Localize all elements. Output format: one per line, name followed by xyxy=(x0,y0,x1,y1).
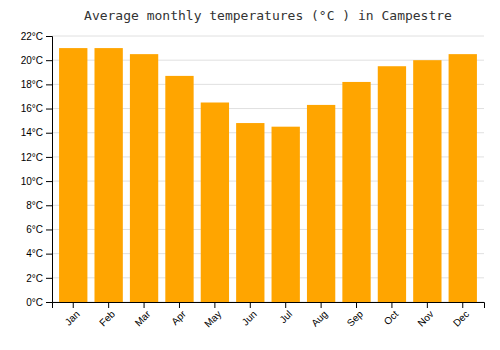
x-axis: Jan Feb Mar Apr May Jun Jul Aug Sep Oct Nov Dec xyxy=(53,302,485,330)
tick-mark xyxy=(46,302,52,303)
bar xyxy=(449,54,477,302)
tick: 22°C xyxy=(21,31,52,42)
tick-label: 4°C xyxy=(26,248,43,259)
tick: 0°C xyxy=(26,297,52,308)
tick-label: 0°C xyxy=(26,297,43,308)
tick: 4°C xyxy=(26,248,52,259)
tick-mark xyxy=(108,302,109,308)
tick-label: Jan xyxy=(63,308,82,327)
bar xyxy=(413,60,441,302)
tick: 8°C xyxy=(26,200,52,211)
tick-label: 20°C xyxy=(21,55,43,66)
tick-label: Oct xyxy=(382,308,401,327)
tick-label: 22°C xyxy=(21,31,43,42)
tick: 12°C xyxy=(21,152,52,163)
tick-mark xyxy=(250,302,251,308)
tick: 6°C xyxy=(26,224,52,235)
tick: Sep xyxy=(345,302,366,329)
tick-label: May xyxy=(202,308,223,329)
tick-label: Aug xyxy=(309,308,329,328)
tick-mark xyxy=(46,181,52,182)
tick-mark xyxy=(46,133,52,134)
tick-label: Nov xyxy=(415,308,435,328)
bar xyxy=(165,76,193,302)
tick: Mar xyxy=(133,302,153,328)
tick-label: Mar xyxy=(133,308,153,328)
tick-label: Apr xyxy=(169,308,188,327)
tick-label: 2°C xyxy=(26,273,43,284)
tick-label: Dec xyxy=(451,308,471,328)
tick-label: Feb xyxy=(97,308,117,328)
tick-mark xyxy=(46,109,52,110)
bar xyxy=(201,103,229,303)
grid-line xyxy=(52,36,484,37)
tick-mark xyxy=(46,60,52,61)
grid xyxy=(52,36,484,302)
tick-mark xyxy=(46,254,52,255)
tick: Jan xyxy=(63,302,82,328)
tick-label: 16°C xyxy=(21,103,43,114)
tick-mark xyxy=(391,302,392,308)
tick-mark xyxy=(462,302,463,308)
y-axis: 0°C 2°C 4°C 6°C 8°C 10°C 12°C 14°C 16°C 18°C 20°C 2… xyxy=(21,31,53,308)
tick-mark xyxy=(46,278,52,279)
tick-label: 12°C xyxy=(21,152,43,163)
tick: Nov xyxy=(415,302,435,329)
tick: Oct xyxy=(382,302,401,327)
tick-label: Jun xyxy=(240,308,259,327)
tick-mark xyxy=(73,302,74,308)
tick-label: 18°C xyxy=(21,79,43,90)
tick: Aug xyxy=(309,302,329,329)
tick-label: Sep xyxy=(345,308,366,329)
tick-mark xyxy=(46,84,52,85)
tick-mark xyxy=(179,302,180,308)
bar xyxy=(342,82,370,302)
tick-mark xyxy=(285,302,286,308)
tick-mark xyxy=(144,302,145,308)
tick: 14°C xyxy=(21,127,52,138)
chart: 0°C 2°C 4°C 6°C 8°C 10°C 12°C 14°C 16°C 18°C 20°C 2… xyxy=(0,0,500,350)
tick-mark xyxy=(46,36,52,37)
tick-label: 8°C xyxy=(26,200,43,211)
bar xyxy=(130,54,158,302)
tick-mark xyxy=(46,229,52,230)
tick-mark xyxy=(356,302,357,308)
bar xyxy=(236,123,264,302)
tick-mark xyxy=(46,157,52,158)
tick-mark xyxy=(46,205,52,206)
tick: Dec xyxy=(451,302,471,329)
tick: May xyxy=(202,302,223,330)
tick-label: 14°C xyxy=(21,127,43,138)
bars xyxy=(59,48,477,302)
tick: Feb xyxy=(97,302,117,328)
bar xyxy=(59,48,87,302)
axis-line xyxy=(53,303,485,309)
bar xyxy=(94,48,122,302)
tick: Apr xyxy=(169,302,188,327)
tick: 18°C xyxy=(21,79,52,90)
tick-label: Jul xyxy=(277,308,294,325)
tick-mark xyxy=(427,302,428,308)
tick: 16°C xyxy=(21,103,52,114)
tick-label: 6°C xyxy=(26,224,43,235)
tick-mark xyxy=(214,302,215,308)
title: Average monthly temperatures (°C ) in Ca… xyxy=(84,8,452,23)
tick: 20°C xyxy=(21,55,52,66)
tick: 10°C xyxy=(21,176,52,187)
tick: 2°C xyxy=(26,273,52,284)
tick: Jul xyxy=(277,302,294,325)
tick-label: 10°C xyxy=(21,176,43,187)
axis-line xyxy=(46,37,53,303)
bar xyxy=(272,127,300,302)
tick-mark xyxy=(321,302,322,308)
tick: Jun xyxy=(240,302,259,328)
bar xyxy=(307,105,335,302)
bar xyxy=(378,66,406,302)
plot: 0°C 2°C 4°C 6°C 8°C 10°C 12°C 14°C 16°C 18°C 20°C 2… xyxy=(21,31,485,330)
